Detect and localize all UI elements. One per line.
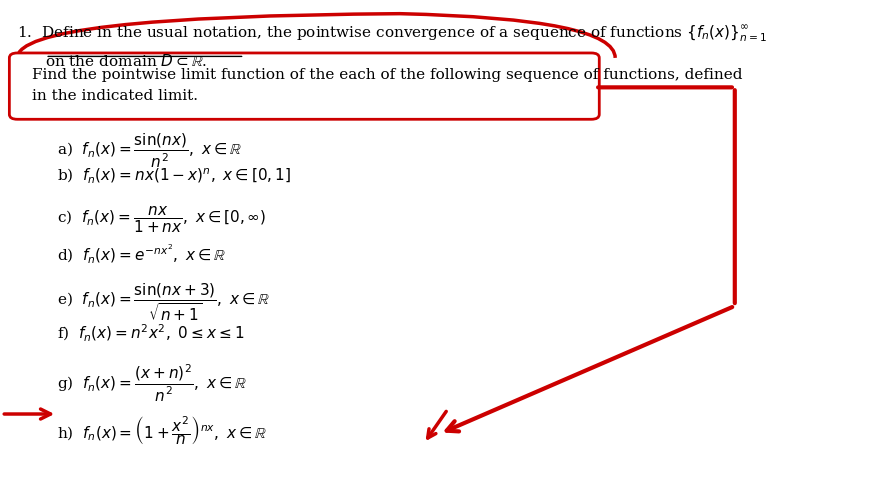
- Text: d)  $f_n(x) = e^{-nx^2},\ x \in \mathbb{R}$: d) $f_n(x) = e^{-nx^2},\ x \in \mathbb{R…: [57, 242, 226, 265]
- Text: in the indicated limit.: in the indicated limit.: [32, 89, 197, 103]
- Text: h)  $f_n(x) = \left(1 + \dfrac{x^2}{n}\right)^{nx},\ x \in \mathbb{R}$: h) $f_n(x) = \left(1 + \dfrac{x^2}{n}\ri…: [57, 414, 267, 447]
- Text: Find the pointwise limit function of the each of the following sequence of funct: Find the pointwise limit function of the…: [32, 68, 742, 82]
- Text: g)  $f_n(x) = \dfrac{(x+n)^2}{n^2},\ x \in \mathbb{R}$: g) $f_n(x) = \dfrac{(x+n)^2}{n^2},\ x \i…: [57, 363, 247, 404]
- FancyBboxPatch shape: [10, 53, 599, 119]
- Text: on the domain $D \subset \mathbb{R}$.: on the domain $D \subset \mathbb{R}$.: [45, 53, 207, 69]
- Text: f)  $f_n(x) = n^2x^2,\ 0 \leq x \leq 1$: f) $f_n(x) = n^2x^2,\ 0 \leq x \leq 1$: [57, 323, 245, 344]
- Text: b)  $f_n(x) = nx(1-x)^n,\ x \in [0, 1]$: b) $f_n(x) = nx(1-x)^n,\ x \in [0, 1]$: [57, 166, 291, 185]
- Text: 1.  Define in the usual notation, the pointwise convergence of a sequence of fun: 1. Define in the usual notation, the poi…: [18, 24, 767, 44]
- Text: c)  $f_n(x) = \dfrac{nx}{1+nx},\ x \in [0, \infty)$: c) $f_n(x) = \dfrac{nx}{1+nx},\ x \in [0…: [57, 205, 266, 235]
- Text: a)  $f_n(x) = \dfrac{\sin(nx)}{n^2},\ x \in \mathbb{R}$: a) $f_n(x) = \dfrac{\sin(nx)}{n^2},\ x \…: [57, 131, 242, 170]
- Text: e)  $f_n(x) = \dfrac{\sin(nx+3)}{\sqrt{n+1}},\ x \in \mathbb{R}$: e) $f_n(x) = \dfrac{\sin(nx+3)}{\sqrt{n+…: [57, 282, 270, 323]
